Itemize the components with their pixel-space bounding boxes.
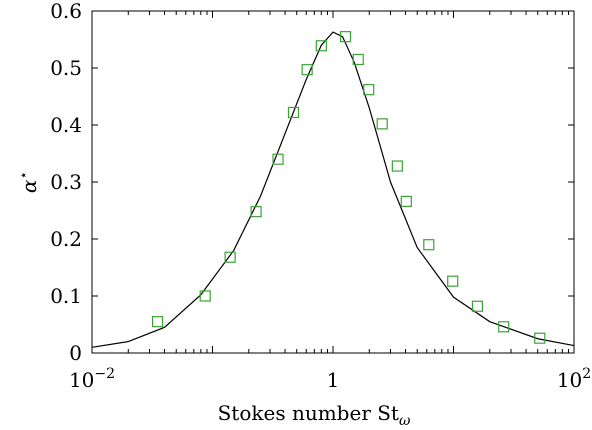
- marker-point: [376, 118, 388, 130]
- marker-point: [339, 31, 352, 43]
- y-axis-label: α⋆: [16, 171, 41, 193]
- x-axis-label: Stokes number Stω: [218, 401, 411, 429]
- x-tick-label-exponent: 2: [582, 366, 591, 382]
- marker-point: [151, 316, 164, 328]
- x-tick-label-exponent: −2: [94, 366, 115, 382]
- marker-point: [400, 195, 412, 207]
- x-tick-label-base: 1: [327, 368, 340, 392]
- y-tick-label: 0.6: [50, 0, 82, 23]
- y-tick-label: 0.4: [50, 113, 82, 137]
- marker-point: [363, 84, 375, 96]
- x-tick-label: 1: [327, 368, 340, 392]
- tick-labels: 00.10.20.30.40.50.610−2 1 102: [50, 0, 591, 392]
- marker-point: [199, 290, 211, 302]
- marker-point: [447, 275, 459, 287]
- x-tick-label-base: 10: [69, 368, 94, 392]
- marker-point: [534, 332, 546, 344]
- x-tick-label: 10−2: [69, 366, 115, 392]
- y-tick-label: 0.5: [50, 56, 82, 80]
- x-tick-label: 102: [557, 366, 591, 392]
- x-axis-label-subscript: ω: [399, 413, 411, 429]
- series-markers: [151, 31, 546, 344]
- x-axis-label-text: Stokes number St: [218, 401, 399, 425]
- marker-point: [287, 106, 300, 119]
- ticks: [91, 10, 575, 354]
- marker-point: [391, 160, 403, 172]
- x-tick-label-base: 10: [557, 368, 582, 392]
- marker-point: [272, 153, 284, 165]
- y-tick-label: 0.2: [50, 227, 82, 251]
- marker-point: [498, 321, 510, 333]
- series-line: [91, 31, 575, 348]
- marker-point: [423, 239, 435, 251]
- marker-point: [315, 40, 327, 52]
- y-axis-label-superscript: ⋆: [16, 171, 32, 180]
- y-tick-label: 0.1: [50, 284, 82, 308]
- marker-point: [250, 206, 262, 218]
- y-tick-label: 0: [69, 341, 82, 365]
- marker-point: [352, 53, 364, 66]
- marker-point: [301, 64, 313, 76]
- y-axis-label-text: α: [17, 179, 41, 193]
- marker-point: [224, 251, 236, 263]
- plot-frame: [91, 10, 575, 354]
- marker-point: [471, 300, 484, 312]
- y-tick-label: 0.3: [50, 170, 82, 194]
